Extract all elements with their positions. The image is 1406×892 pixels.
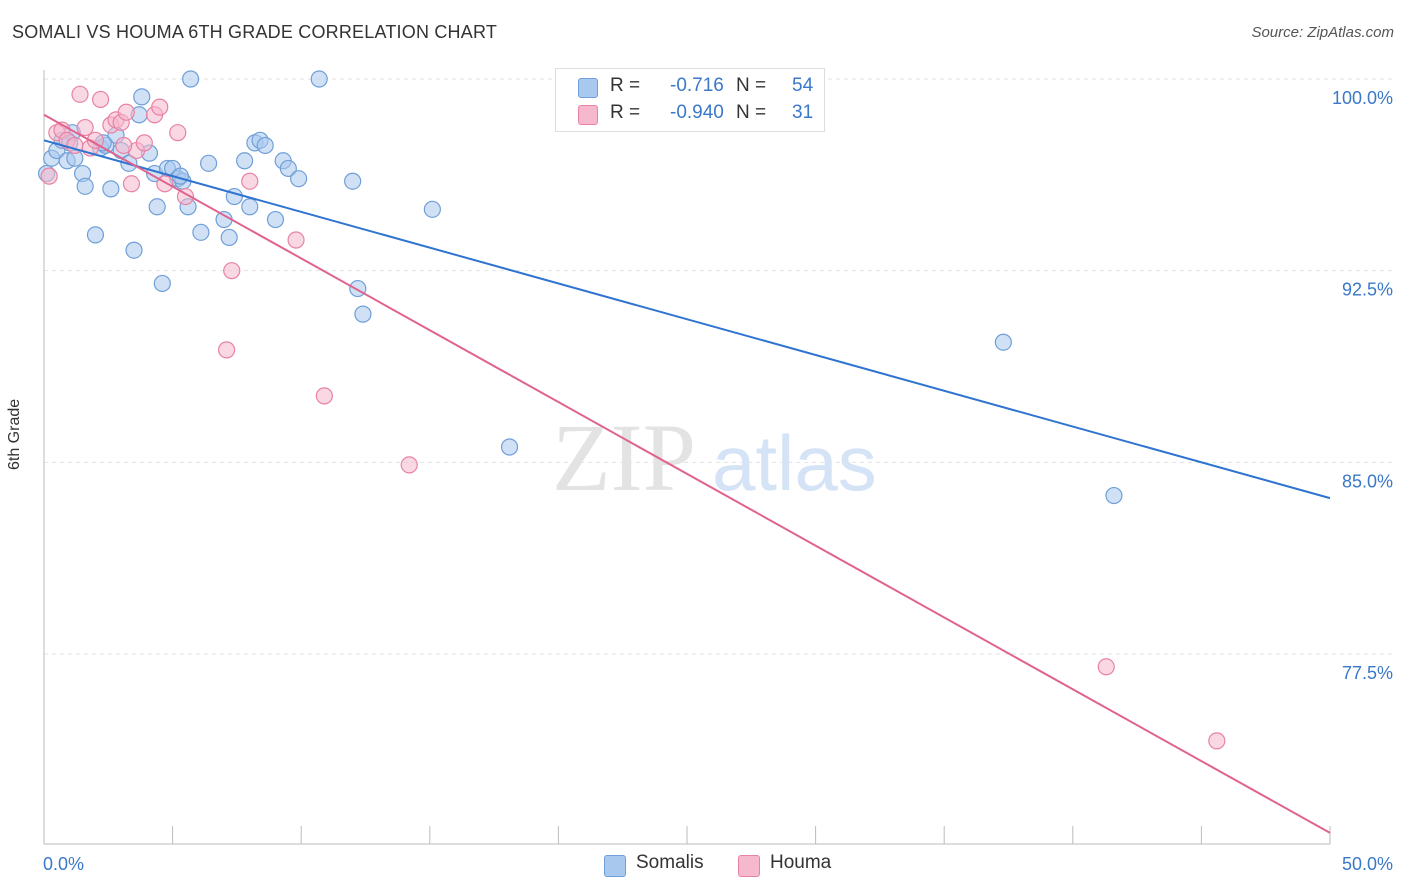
somalis-point — [500, 438, 519, 456]
somalis-point — [344, 172, 362, 190]
houma-point — [1097, 658, 1115, 676]
houma-point — [115, 136, 133, 155]
watermark: ZIP atlas — [552, 404, 877, 511]
somalis-point — [76, 177, 94, 195]
legend-label-houma: Houma — [770, 852, 832, 873]
axes — [43, 70, 1331, 845]
data-points — [37, 70, 1226, 750]
somalis-point — [192, 223, 210, 241]
houma-point — [400, 456, 418, 474]
somalis-point — [354, 305, 372, 323]
somalis-point — [125, 241, 143, 259]
y-tick-label: 92.5% — [1342, 280, 1393, 300]
somalis-point — [241, 198, 259, 216]
somalis-point — [86, 226, 105, 244]
y-tick-label: 100.0% — [1332, 88, 1393, 108]
houma-trend-line — [43, 113, 1331, 834]
x-tick-label: 50.0% — [1342, 854, 1393, 874]
watermark-atlas: atlas — [712, 419, 877, 507]
somalis-point — [133, 88, 151, 106]
r-label: R = — [610, 75, 641, 96]
somalis-point — [290, 170, 308, 188]
somalis-point — [148, 198, 166, 216]
houma-point — [287, 231, 305, 249]
somalis-point — [1105, 486, 1123, 505]
somalis-point — [279, 159, 297, 178]
n-label: N = — [736, 75, 767, 96]
legend-swatch-houma — [578, 105, 598, 125]
source-label: Source: ZipAtlas.com — [1251, 24, 1394, 41]
legend-swatch-houma — [738, 855, 760, 877]
y-tick-label: 77.5% — [1342, 663, 1393, 683]
somalis-point — [256, 136, 274, 155]
x-tick-label: 0.0% — [43, 854, 84, 874]
houma-point — [218, 341, 236, 359]
somalis-point — [994, 333, 1012, 351]
houma-point — [86, 131, 105, 149]
houma-point — [135, 134, 153, 152]
somalis-point — [266, 210, 285, 229]
somalis-point — [310, 70, 328, 88]
houma-point — [169, 124, 187, 142]
houma-point — [91, 90, 110, 109]
r-value: -0.940 — [670, 102, 724, 123]
houma-point — [1208, 732, 1226, 750]
houma-point — [315, 387, 333, 405]
legend-label-somalis: Somalis — [636, 852, 704, 873]
somalis-point — [102, 180, 120, 198]
trend-lines — [43, 113, 1331, 834]
somalis-point — [423, 200, 441, 218]
houma-point — [71, 85, 89, 103]
r-value: -0.716 — [670, 75, 724, 96]
somalis-point — [236, 152, 254, 170]
n-value: 54 — [792, 75, 814, 96]
somalis-trend-line — [43, 139, 1331, 500]
somalis-point — [153, 274, 171, 293]
somalis-point — [220, 228, 238, 247]
houma-point — [40, 167, 58, 185]
houma-point — [117, 103, 135, 121]
n-value: 31 — [792, 102, 814, 123]
legend-swatch-somalis — [578, 78, 598, 98]
tick-labels: 100.0% 92.5% 85.0% 77.5% 0.0% 50.0% — [43, 88, 1393, 874]
n-label: N = — [736, 102, 767, 123]
houma-point — [241, 172, 259, 190]
legend-swatch-somalis — [604, 855, 626, 877]
chart-title: SOMALI VS HOUMA 6TH GRADE CORRELATION CH… — [12, 22, 498, 42]
houma-point — [122, 175, 141, 193]
houma-point — [151, 98, 169, 116]
somalis-point — [182, 70, 200, 88]
somalis-point — [200, 154, 218, 172]
houma-point — [76, 118, 94, 137]
houma-point — [223, 262, 241, 280]
stats-legend: R = -0.716 N = 54 R = -0.940 N = 31 — [555, 68, 825, 132]
watermark-zip: ZIP — [552, 404, 696, 511]
r-label: R = — [610, 102, 641, 123]
y-tick-label: 85.0% — [1342, 471, 1393, 491]
